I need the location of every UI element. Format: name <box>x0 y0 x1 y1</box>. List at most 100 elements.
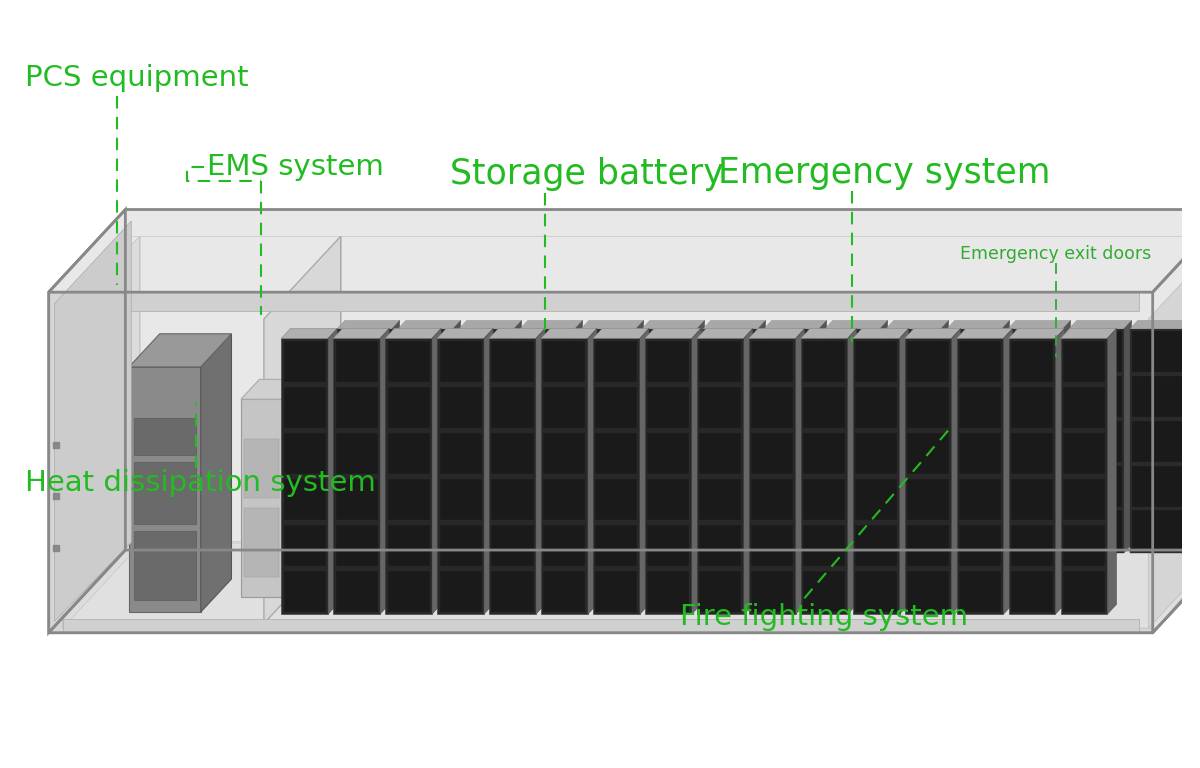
Polygon shape <box>385 329 442 339</box>
Polygon shape <box>1010 421 1061 462</box>
Polygon shape <box>1072 421 1122 462</box>
Polygon shape <box>283 478 325 520</box>
Polygon shape <box>706 421 756 462</box>
Polygon shape <box>401 511 451 551</box>
Polygon shape <box>956 329 1013 339</box>
Polygon shape <box>949 465 1000 507</box>
Polygon shape <box>1010 511 1061 551</box>
Polygon shape <box>1124 320 1132 553</box>
Polygon shape <box>385 339 432 614</box>
Polygon shape <box>767 511 817 551</box>
Polygon shape <box>1153 210 1200 633</box>
Polygon shape <box>907 432 949 474</box>
Polygon shape <box>900 329 908 614</box>
Polygon shape <box>959 432 1001 474</box>
Polygon shape <box>1009 339 1055 614</box>
Polygon shape <box>388 525 430 566</box>
Polygon shape <box>847 329 857 614</box>
Polygon shape <box>283 386 325 428</box>
Polygon shape <box>853 329 908 339</box>
Polygon shape <box>388 341 430 382</box>
Polygon shape <box>764 320 827 329</box>
Polygon shape <box>245 508 280 577</box>
Polygon shape <box>1133 465 1182 507</box>
Polygon shape <box>1061 339 1108 614</box>
Polygon shape <box>856 478 898 520</box>
Polygon shape <box>401 421 451 462</box>
Polygon shape <box>1133 376 1182 417</box>
Polygon shape <box>336 341 378 382</box>
Polygon shape <box>888 465 938 507</box>
Polygon shape <box>636 320 643 553</box>
Polygon shape <box>888 511 938 551</box>
Polygon shape <box>439 571 481 612</box>
Polygon shape <box>949 331 1000 372</box>
Polygon shape <box>133 419 196 455</box>
Polygon shape <box>522 465 572 507</box>
Polygon shape <box>1010 376 1061 417</box>
Polygon shape <box>583 511 634 551</box>
Polygon shape <box>947 320 1009 329</box>
Polygon shape <box>398 329 454 553</box>
Polygon shape <box>1133 421 1182 462</box>
Polygon shape <box>959 525 1001 566</box>
Polygon shape <box>907 478 949 520</box>
Polygon shape <box>767 376 817 417</box>
Polygon shape <box>522 376 572 417</box>
Polygon shape <box>959 386 1001 428</box>
Polygon shape <box>700 386 742 428</box>
Polygon shape <box>700 478 742 520</box>
Polygon shape <box>644 511 695 551</box>
Polygon shape <box>751 386 793 428</box>
Polygon shape <box>959 341 1001 382</box>
Polygon shape <box>336 525 378 566</box>
Polygon shape <box>941 320 949 553</box>
Polygon shape <box>828 376 877 417</box>
Polygon shape <box>62 292 1139 311</box>
Polygon shape <box>640 329 649 614</box>
Polygon shape <box>439 386 481 428</box>
Polygon shape <box>796 329 805 614</box>
Polygon shape <box>647 386 689 428</box>
Polygon shape <box>283 571 325 612</box>
Polygon shape <box>803 341 845 382</box>
Polygon shape <box>133 531 196 600</box>
Polygon shape <box>888 376 938 417</box>
Polygon shape <box>947 329 1002 553</box>
Polygon shape <box>544 386 586 428</box>
Polygon shape <box>544 571 586 612</box>
Polygon shape <box>1133 331 1182 372</box>
Polygon shape <box>647 478 689 520</box>
Polygon shape <box>767 331 817 372</box>
Polygon shape <box>401 376 451 417</box>
Polygon shape <box>283 379 301 597</box>
Polygon shape <box>388 386 430 428</box>
Polygon shape <box>62 237 1200 319</box>
Polygon shape <box>583 465 634 507</box>
Polygon shape <box>283 525 325 566</box>
Polygon shape <box>49 292 1153 633</box>
Polygon shape <box>1133 511 1182 551</box>
Polygon shape <box>1069 320 1132 329</box>
Polygon shape <box>803 525 845 566</box>
Polygon shape <box>1072 331 1122 372</box>
Polygon shape <box>541 339 588 614</box>
Polygon shape <box>334 339 380 614</box>
Polygon shape <box>490 339 536 614</box>
Polygon shape <box>541 329 598 339</box>
Polygon shape <box>340 331 390 372</box>
Polygon shape <box>751 525 793 566</box>
Polygon shape <box>334 329 389 339</box>
Polygon shape <box>1010 341 1054 382</box>
Polygon shape <box>706 511 756 551</box>
Text: EMS system: EMS system <box>206 154 384 181</box>
Polygon shape <box>462 331 511 372</box>
Polygon shape <box>856 525 898 566</box>
Polygon shape <box>644 329 701 339</box>
Polygon shape <box>644 376 695 417</box>
Polygon shape <box>1010 478 1054 520</box>
Polygon shape <box>544 525 586 566</box>
Polygon shape <box>886 329 941 553</box>
Polygon shape <box>949 376 1000 417</box>
Polygon shape <box>1008 320 1070 329</box>
